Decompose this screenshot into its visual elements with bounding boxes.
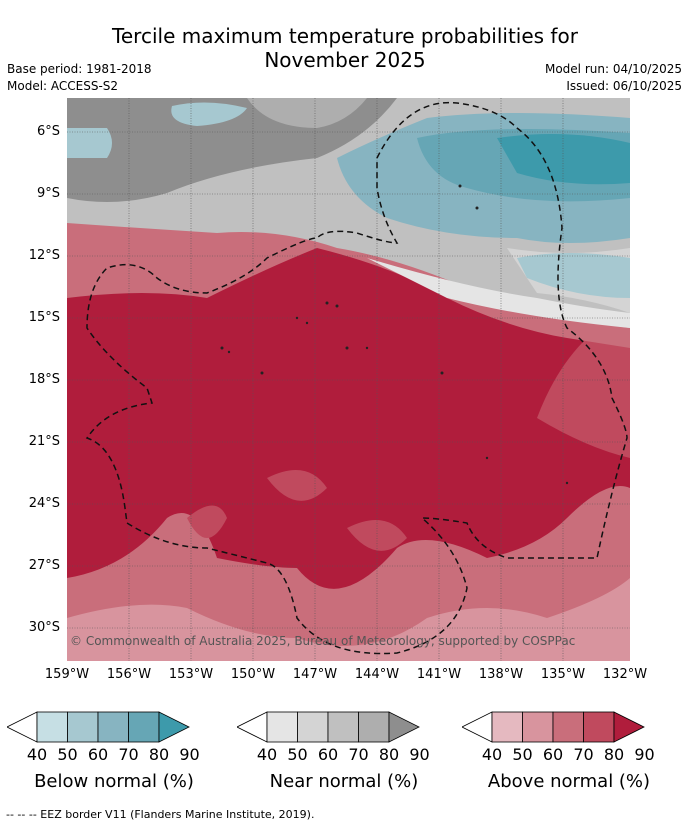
model-run: Model run: 04/10/2025 (544, 62, 682, 76)
colorbar-segment (97, 711, 129, 743)
colorbar-tick: 50 (512, 745, 533, 764)
colorbar-tick: 50 (287, 745, 308, 764)
probability-map (67, 98, 630, 661)
colorbar-segment (36, 711, 68, 743)
island-dots (220, 184, 569, 485)
colorbar-min-arrow (7, 711, 38, 743)
lat-label: 21°S (28, 434, 60, 449)
colorbar-segment (552, 711, 584, 743)
lon-label: 147°W (292, 667, 338, 682)
base-period: Base period: 1981-2018 (7, 62, 152, 76)
lat-label: 15°S (28, 310, 60, 325)
colorbar-2 (462, 711, 645, 743)
colorbar-tick: 70 (118, 745, 139, 764)
colorbar-tick: 70 (573, 745, 594, 764)
colorbar-tick: 40 (256, 745, 278, 764)
colorbar-tick: 80 (148, 745, 170, 764)
lon-label: 159°W (44, 667, 90, 682)
colorbar-label: Near normal (%) (269, 771, 419, 792)
colorbar-tick: 80 (603, 745, 625, 764)
colorbar-tick: 90 (409, 745, 430, 764)
colorbar-tick: 70 (348, 745, 369, 764)
colorbar-segment (297, 711, 329, 743)
below-normal-east-patch (517, 253, 630, 298)
lat-label: 24°S (28, 496, 60, 511)
title-line-2: November 2025 (264, 48, 426, 72)
below-normal-north-patch (171, 102, 247, 126)
colorbar-1 (237, 711, 420, 743)
copyright-notice: © Commonwealth of Australia 2025, Bureau… (70, 634, 576, 648)
near-normal-50 (367, 258, 630, 328)
colorbar-segment (491, 711, 523, 743)
lat-label: 30°S (28, 620, 60, 635)
lat-label: 18°S (28, 372, 60, 387)
lon-label: 132°W (602, 667, 648, 682)
colorbar-tick: 60 (87, 745, 109, 764)
lon-label: 156°W (106, 667, 152, 682)
lat-label: 6°S (36, 124, 60, 139)
colorbar-segment (583, 711, 615, 743)
colorbar-max-arrow (158, 711, 190, 743)
issued-date: Issued: 06/10/2025 (566, 79, 682, 93)
colorbar-segment (128, 711, 160, 743)
title-line-1: Tercile maximum temperature probabilitie… (112, 24, 578, 48)
lon-label: 153°W (168, 667, 214, 682)
colorbar-tick: 90 (634, 745, 655, 764)
colorbar-label: Below normal (%) (34, 771, 194, 792)
colorbar-min-arrow (462, 711, 493, 743)
colorbar-tick: 60 (542, 745, 564, 764)
colorbar-tick: 90 (179, 745, 200, 764)
lon-label: 141°W (416, 667, 462, 682)
colorbar-segment (358, 711, 390, 743)
lon-label: 144°W (354, 667, 400, 682)
below-normal-west-patch (67, 128, 112, 158)
near-normal-80 (247, 98, 367, 128)
colorbar-max-arrow (388, 711, 420, 743)
lon-label: 150°W (230, 667, 276, 682)
colorbar-tick: 50 (57, 745, 78, 764)
above-normal-60 (67, 578, 630, 661)
colorbar-tick: 60 (317, 745, 339, 764)
colorbar-segment (327, 711, 359, 743)
lon-label: 138°W (478, 667, 524, 682)
eez-footer-note: -- -- -- EEZ border V11 (Flanders Marine… (6, 808, 315, 821)
eez-border-line (85, 101, 628, 655)
colorbar-0 (7, 711, 190, 743)
lat-label: 12°S (28, 248, 60, 263)
below-normal-90 (497, 134, 630, 185)
map-svg (67, 98, 630, 661)
lat-label: 27°S (28, 558, 60, 573)
colorbar-max-arrow (613, 711, 645, 743)
colorbar-segment (67, 711, 99, 743)
colorbar-label: Above normal (%) (487, 771, 651, 792)
colorbar-min-arrow (237, 711, 268, 743)
colorbar-segment (522, 711, 554, 743)
colorbar-tick: 40 (26, 745, 48, 764)
model-name: Model: ACCESS-S2 (7, 79, 119, 93)
above-normal-80-patches (187, 470, 407, 551)
colorbar-segment (266, 711, 298, 743)
colorbar-tick: 40 (481, 745, 503, 764)
above-normal-band (67, 218, 630, 348)
colorbar-tick: 80 (378, 745, 400, 764)
lon-label: 135°W (540, 667, 586, 682)
above-normal-right (537, 308, 630, 458)
lat-label: 9°S (36, 186, 60, 201)
